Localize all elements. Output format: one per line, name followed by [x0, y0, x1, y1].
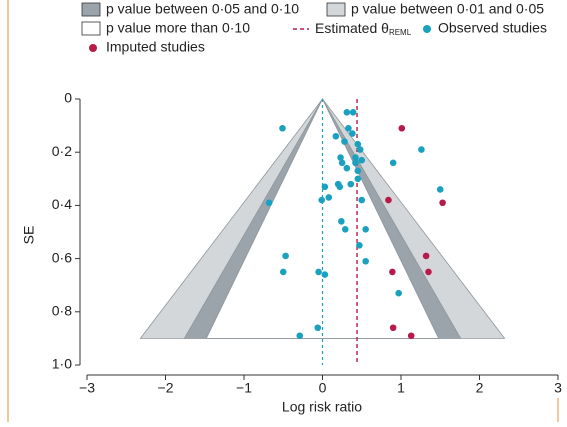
x-tick-label: 0: [319, 380, 327, 396]
study-point: [354, 167, 362, 175]
legend-swatch: [423, 25, 431, 33]
legend-swatch: [326, 2, 346, 17]
study-point: [389, 159, 397, 167]
y-tick-label: 0: [64, 90, 72, 106]
study-point: [315, 268, 322, 276]
y-tick-label: 0·2: [52, 143, 72, 159]
legend-label: Estimated θREML: [315, 20, 412, 37]
study-point: [422, 252, 430, 260]
study-point: [354, 175, 362, 183]
study-point: [352, 154, 359, 161]
study-point: [356, 146, 364, 153]
study-point: [389, 324, 397, 332]
x-tick-label: −1: [236, 380, 252, 396]
study-point: [321, 183, 329, 191]
x-axis-label: Log risk ratio: [282, 399, 362, 415]
x-tick-label: 1: [397, 380, 405, 396]
legend-label: Observed studies: [438, 20, 547, 36]
study-point: [347, 180, 355, 188]
y-tick-label: 0·6: [52, 249, 72, 265]
legend-swatch: [81, 2, 101, 17]
study-point: [282, 252, 289, 260]
study-point: [337, 154, 344, 161]
legend-label: p value between 0·01 and 0·05: [351, 1, 544, 17]
legend-label: p value more than 0·10: [106, 20, 250, 36]
study-point: [418, 146, 425, 153]
study-point: [385, 196, 392, 204]
legend-swatch: [89, 44, 97, 52]
study-point: [338, 218, 345, 225]
study-point: [321, 271, 329, 278]
study-point: [341, 138, 348, 145]
study-point: [425, 268, 432, 276]
study-point: [358, 156, 366, 164]
study-point: [349, 109, 357, 116]
y-tick-label: 1·0: [52, 356, 72, 372]
y-tick-label: 0·4: [52, 196, 72, 212]
study-point: [341, 226, 349, 233]
x-tick-label: −3: [79, 380, 95, 396]
study-point: [318, 196, 326, 204]
legend-label-text: Estimated θ: [315, 20, 389, 36]
study-point: [332, 132, 340, 140]
study-point: [389, 268, 396, 276]
study-point: [352, 159, 359, 167]
legend-label: Imputed studies: [106, 39, 205, 55]
x-tick-label: 2: [476, 380, 484, 396]
study-point: [439, 199, 446, 207]
x-tick-label: −2: [158, 380, 174, 396]
study-point: [395, 289, 402, 297]
legend-swatch: [81, 21, 101, 36]
study-point: [407, 332, 415, 340]
study-point: [279, 124, 286, 132]
study-point: [354, 140, 362, 148]
study-point: [325, 194, 333, 201]
study-point: [362, 257, 369, 265]
legend-label: p value between 0·05 and 0·10: [106, 1, 299, 17]
study-point: [358, 196, 366, 204]
y-tick-label: 0·8: [52, 303, 72, 319]
study-point: [265, 199, 273, 207]
x-tick-label: 3: [554, 380, 562, 396]
study-point: [345, 124, 352, 132]
funnel-region: [205, 98, 440, 339]
legend-label-sub: REML: [389, 28, 412, 37]
study-point: [356, 242, 363, 249]
study-point: [343, 164, 351, 172]
study-point: [349, 130, 356, 137]
study-point: [279, 268, 287, 276]
study-point: [296, 332, 304, 340]
study-point: [338, 159, 346, 167]
study-point: [436, 186, 444, 193]
study-point: [343, 109, 351, 116]
study-point: [314, 324, 322, 332]
study-point: [336, 183, 344, 191]
study-point: [398, 124, 406, 132]
y-axis-label: SE: [21, 226, 37, 245]
study-point: [362, 226, 369, 233]
